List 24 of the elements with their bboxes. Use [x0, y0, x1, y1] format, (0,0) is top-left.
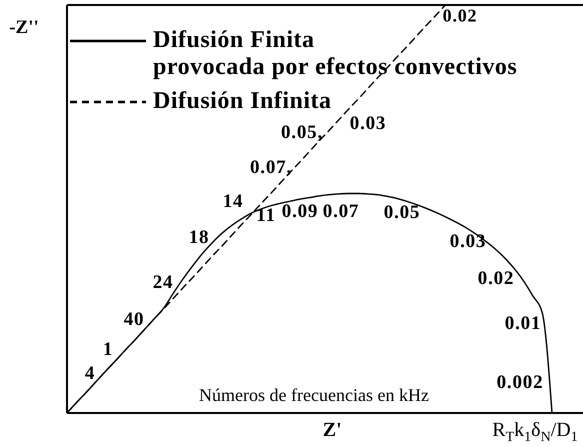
annotation: 0.05, — [281, 122, 323, 142]
annotation: 0.002 — [496, 372, 544, 392]
annotation: 0.05 — [384, 202, 420, 222]
annotation: 0.09 — [282, 200, 318, 222]
y-axis-title: -Z'' — [9, 16, 39, 38]
x-axis-title: Z' — [322, 419, 342, 441]
annotation: 0.02 — [442, 6, 478, 26]
legend-label: Difusión Infinita — [153, 88, 332, 114]
annotation: 0.07 — [322, 200, 360, 222]
text: R$_{T}$k$_{1}$δ$_{N}$/D$_{1}$ — [492, 419, 578, 445]
annotation: 0.07, — [250, 156, 292, 178]
annotation: 11 — [256, 204, 276, 226]
annotation: 18 — [188, 226, 210, 248]
annotation: 0.03 — [450, 230, 486, 252]
annotation: 0.02 — [478, 268, 514, 288]
annotation: 1 — [102, 338, 114, 360]
annotation: 0.01 — [504, 312, 542, 334]
annotation: Números de frecuencias en kHz — [199, 385, 429, 405]
annotation: 40 — [124, 308, 144, 330]
annotation: 24 — [152, 272, 174, 292]
annotation: 0.03 — [350, 112, 386, 134]
annotation: 4 — [84, 362, 96, 384]
legend-label: Difusión Finita provocada por efectos convectivos — [153, 26, 518, 80]
annotation: 14 — [222, 190, 244, 212]
